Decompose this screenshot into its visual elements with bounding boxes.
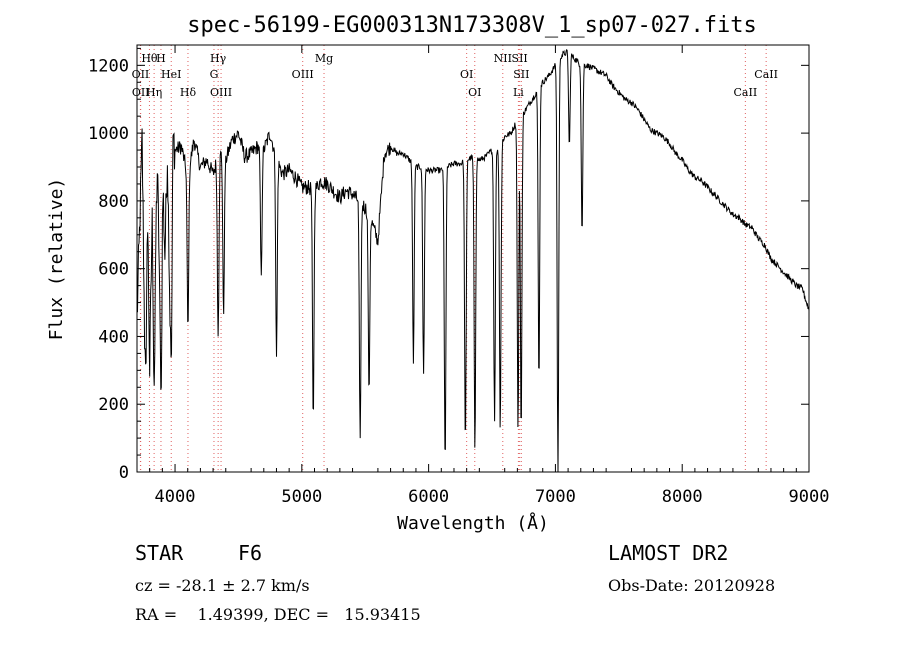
y-tick-label: 600 bbox=[98, 260, 129, 280]
chart-title: spec-56199-EG000313N173308V_1_sp07-027.f… bbox=[187, 13, 757, 38]
y-tick-label: 200 bbox=[98, 395, 129, 415]
line-marker-label: SII bbox=[512, 52, 528, 65]
x-axis-label: Wavelength (Å) bbox=[397, 512, 549, 534]
line-marker-label: Hδ bbox=[180, 86, 197, 99]
line-marker-label: OI bbox=[460, 68, 473, 81]
coordinates-readout: RA = 1.49399, DEC = 15.93415 bbox=[135, 605, 421, 624]
x-tick-label: 5000 bbox=[281, 487, 322, 507]
line-marker-label: OI bbox=[468, 86, 481, 99]
y-tick-label: 400 bbox=[98, 327, 129, 347]
object-class: STAR bbox=[135, 541, 184, 565]
x-tick-label: 9000 bbox=[789, 487, 830, 507]
line-marker-label: Li bbox=[513, 86, 524, 99]
y-tick-label: 1000 bbox=[88, 124, 129, 144]
line-marker-label: Hη bbox=[146, 86, 162, 99]
y-axis: 0 200 400 600 800 1000 1200 bbox=[88, 47, 809, 483]
line-marker-label: OIII bbox=[210, 86, 232, 99]
x-tick-label: 7000 bbox=[535, 487, 576, 507]
line-marker-label: SII bbox=[513, 68, 529, 81]
x-axis: 4000 5000 6000 7000 8000 9000 bbox=[136, 45, 830, 507]
y-tick-label: 1200 bbox=[88, 56, 129, 76]
line-marker-label: G bbox=[210, 68, 219, 81]
x-tick-label: 8000 bbox=[662, 487, 703, 507]
survey-name: LAMOST DR2 bbox=[608, 541, 729, 565]
line-marker-label: Mg bbox=[315, 52, 333, 65]
line-marker-label: H bbox=[156, 52, 166, 65]
velocity-readout: cz = -28.1 ± 2.7 km/s bbox=[135, 576, 310, 595]
y-axis-label: Flux (relative) bbox=[46, 178, 67, 341]
line-marker-label: CaII bbox=[734, 86, 758, 99]
line-marker-group bbox=[139, 45, 767, 472]
line-marker-label: CaII bbox=[754, 68, 778, 81]
y-tick-label: 0 bbox=[119, 463, 129, 483]
object-subclass: F6 bbox=[238, 541, 263, 565]
x-tick-label: 6000 bbox=[408, 487, 449, 507]
line-marker-label: Hγ bbox=[210, 52, 227, 65]
plot-frame bbox=[136, 44, 810, 473]
line-marker-label: OII bbox=[132, 68, 150, 81]
line-marker-label: OIII bbox=[292, 68, 314, 81]
spectrum-line bbox=[136, 48, 810, 473]
line-marker-label: OII bbox=[132, 86, 150, 99]
line-marker-label: NII bbox=[494, 52, 512, 65]
line-marker-label: Hθ bbox=[141, 52, 158, 65]
obs-date: Obs-Date: 20120928 bbox=[608, 576, 776, 595]
y-tick-label: 800 bbox=[98, 192, 129, 212]
line-marker-label: HeI bbox=[161, 68, 181, 81]
x-tick-label: 4000 bbox=[155, 487, 196, 507]
